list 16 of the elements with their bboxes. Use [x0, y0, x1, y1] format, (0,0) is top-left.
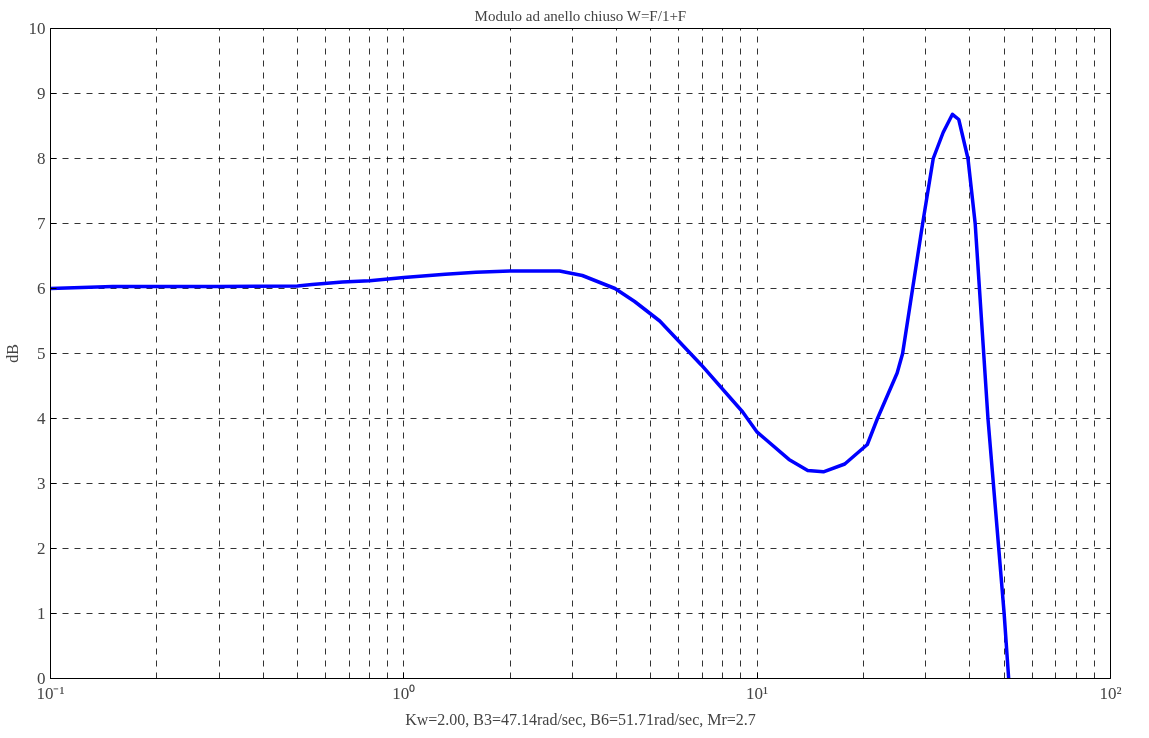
y-tick-label: 1 — [37, 604, 46, 623]
y-tick-label: 8 — [37, 149, 46, 168]
y-tick-label: 10 — [28, 19, 46, 38]
x-axis-title: Kw=2.00, B3=47.14rad/sec, B6=51.71rad/sec, Mr=2.7 — [405, 710, 756, 728]
y-tick-label: 2 — [37, 539, 46, 558]
x-tick-label: 10¹ — [746, 683, 769, 703]
y-tick-label: 9 — [37, 84, 46, 103]
y-tick-label: 3 — [37, 474, 46, 493]
y-tick-label: 4 — [37, 409, 46, 428]
y-axis-title: dB — [3, 344, 21, 363]
x-tick-label: 10⁰ — [392, 683, 416, 703]
chart-title: Modulo ad anello chiuso W=F/1+F — [474, 7, 687, 24]
y-tick-label: 5 — [37, 344, 46, 363]
y-tick-label: 6 — [37, 279, 46, 298]
y-tick-label: 7 — [37, 214, 46, 233]
x-tick-label: 10² — [1099, 683, 1122, 703]
